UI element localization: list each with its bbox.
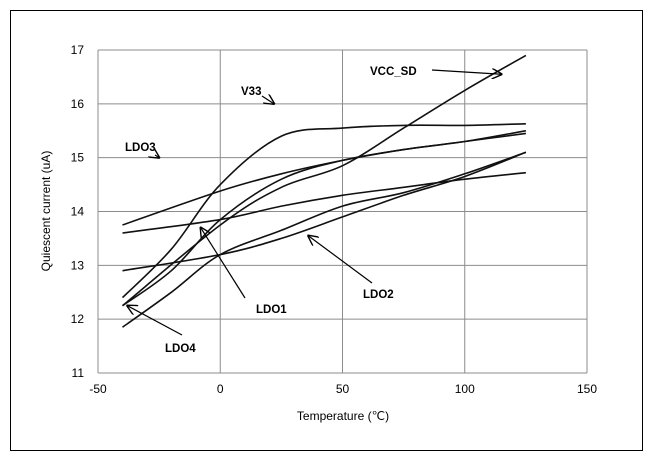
annotation-label-vcc-sd: VCC_SD: [370, 66, 417, 78]
series-line-ldo1: [122, 130, 527, 307]
annotation-label-ldo3: LDO3: [125, 142, 156, 154]
y-tick-label: 16: [71, 97, 85, 111]
y-tick-label: 17: [71, 43, 85, 57]
y-tick-label: 13: [71, 258, 85, 272]
series-line: [122, 151, 527, 272]
x-tick-label: 100: [455, 382, 475, 396]
annotation-arrow-ldo1: [201, 228, 246, 299]
series-lines: [121, 54, 527, 328]
x-tick-label: -50: [89, 382, 107, 396]
annotation-arrow-ldo2: [308, 236, 373, 284]
annotation-arrow-ldo4: [127, 306, 183, 336]
series-line-vcc-sd: [121, 54, 527, 307]
series-line-ldo4: [122, 151, 527, 328]
annotation-label-v33: V33: [241, 86, 261, 98]
tick-labels: 11 12 13 14 15 16 17 -50 0 50 100 150: [71, 43, 598, 396]
series-line-ldo2: [122, 171, 526, 234]
grid: [97, 49, 588, 374]
annotation-label-ldo2: LDO2: [363, 289, 394, 301]
annotation-arrow-vcc-sd: [431, 70, 501, 74]
chart-frame: [10, 10, 643, 451]
y-tick-label: 12: [71, 312, 85, 326]
annotation-arrow-ldo3: [155, 155, 159, 158]
annotation-label-ldo1: LDO1: [256, 304, 287, 316]
x-tick-label: 50: [336, 382, 350, 396]
x-tick-label: 0: [217, 382, 224, 396]
annotation-arrow-v33: [261, 96, 274, 104]
y-tick-label: 11: [72, 366, 85, 380]
y-axis-label: Quiescent current (uA): [39, 151, 53, 272]
y-tick-label: 14: [71, 205, 85, 219]
series-line-v33: [121, 123, 526, 299]
y-tick-label: 15: [71, 151, 85, 165]
annotations: VCC_SD V33 LDO3 LDO1 LDO2 LDO4: [125, 66, 501, 355]
x-axis-label: Temperature (℃): [297, 409, 389, 423]
x-tick-label: 150: [577, 382, 597, 396]
annotation-label-ldo4: LDO4: [165, 343, 196, 355]
